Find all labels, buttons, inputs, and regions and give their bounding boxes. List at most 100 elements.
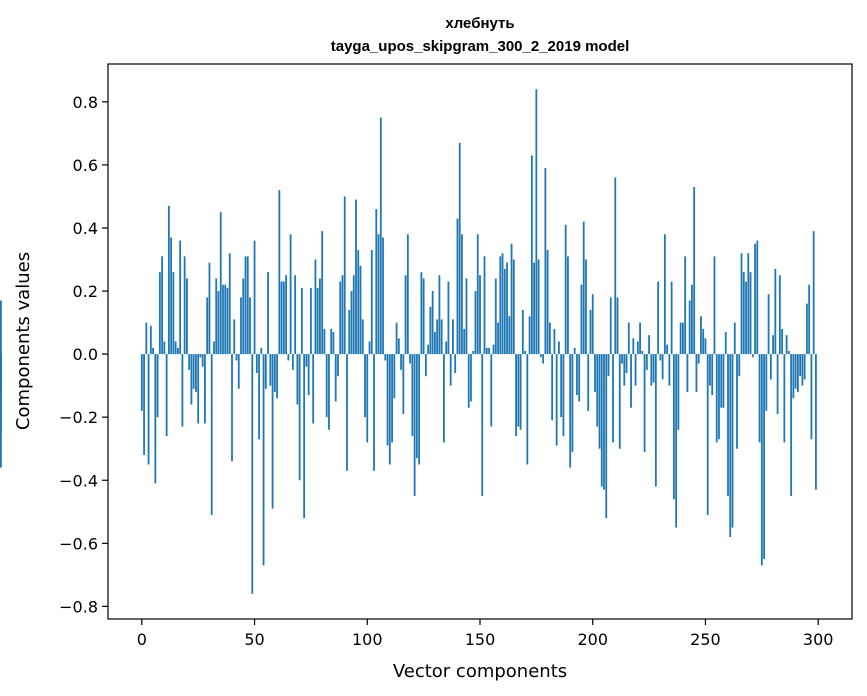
bar-component-54 [262,354,265,566]
bar-component-268 [745,281,747,355]
bar-component-293 [801,354,804,386]
bar-component-223 [643,354,646,452]
bar-component-215 [625,354,628,374]
y-tick-label: −0.2 [59,408,98,427]
bar-component-107 [382,237,384,355]
chart-title: хлебнуть [445,15,514,32]
x-tick-label: 100 [352,630,383,649]
bar-component-58 [271,354,274,509]
bar-component-279 [769,354,772,380]
bar-component-156 [492,344,495,355]
bar-component-251 [706,354,709,515]
bar-component-201 [594,354,596,392]
bar-component-86 [334,354,337,402]
bar-component-260 [727,354,729,497]
bar-component-298 [812,231,815,355]
y-tick-label: 0.2 [73,282,98,301]
bar-component-98 [361,319,364,355]
bar-component-144 [465,278,468,355]
bar-component-94 [352,275,355,355]
bar-component-165 [512,259,515,355]
bar-component-152 [483,256,486,355]
bar-component-186 [560,354,563,418]
bar-component-277 [765,354,768,411]
bar-component-67 [291,354,294,370]
bar-component-164 [510,243,513,355]
bar-component-160 [501,253,504,355]
bar-component-284 [781,328,784,355]
bar-component-220 [636,341,639,355]
bar-component-198 [587,354,590,411]
bar-component-167 [517,354,520,427]
bar-component-174 [533,262,536,355]
bar-component-221 [639,322,641,355]
bar-component-119 [409,354,412,364]
bar-component-89 [341,275,344,355]
bar-component-206 [605,354,608,519]
bar-component-123 [418,354,421,465]
bar-component-271 [751,354,754,358]
bar-component-150 [479,275,481,355]
bar-component-138 [452,319,454,355]
bar-component-77 [314,259,317,355]
bar-component-229 [657,281,660,355]
bar-component-100 [366,354,369,443]
bar-component-52 [258,354,260,440]
bar-component-149 [476,234,479,355]
bar-component-124 [420,272,423,355]
bar-component-28 [204,354,206,424]
bar-component-185 [558,341,560,355]
bar-component-195 [580,284,583,355]
bar-component-102 [370,250,373,355]
bar-component-87 [337,354,339,377]
y-axis-ticks: −0.8 −0.6 −0.4 −0.2 0.0 0.2 0.4 0.6 0.8 [59,93,108,616]
bar-component-286 [785,335,788,355]
bar-component-237 [675,354,678,528]
bar-component-175 [535,89,538,355]
bar-component-194 [578,354,581,402]
bar-component-276 [763,354,765,560]
bar-component-127 [427,344,430,355]
bar-component-296 [808,284,811,355]
bar-component-34 [217,291,220,355]
bar-component-245 [693,186,696,355]
bar-component-281 [774,268,777,355]
bar-component-50 [253,240,256,355]
bar-component-183 [553,328,556,355]
bar-component-207 [607,354,610,377]
bar-component-222 [641,350,644,355]
bar-component-14 [172,272,175,355]
bar-component-114 [397,338,400,355]
bar-component-74 [307,354,310,396]
bar-component-82 [325,354,328,418]
bar-component-172 [528,316,531,355]
bar-component-116 [402,354,405,415]
y-tick-label: −0.8 [59,597,98,616]
bar-component-59 [273,354,276,392]
bar-component-83 [328,354,330,430]
bar-component-147 [472,350,475,355]
bar-component-170 [524,350,526,355]
bar-component-92 [348,309,351,355]
x-tick-label: 50 [244,630,264,649]
bar-component-239 [679,322,682,355]
bar-component-49 [251,354,254,594]
bar-component-240 [682,322,684,355]
bar-component-137 [449,354,452,386]
bar-component-115 [400,354,402,370]
bar-component-117 [404,275,407,355]
bar-component-266 [740,253,743,355]
bar-component-219 [634,354,637,386]
bar-component-204 [600,354,603,487]
y-tick-label: 0.0 [73,345,98,364]
bar-component-285 [783,354,786,443]
bar-component-134 [443,354,445,443]
bar-component-270 [749,272,752,355]
bar-component-33 [215,278,218,355]
bar-component-162 [506,262,508,355]
bar-component-158 [497,322,499,355]
bar-component-44 [240,297,242,355]
bar-component-91 [346,354,348,471]
plot-frame [107,63,853,620]
